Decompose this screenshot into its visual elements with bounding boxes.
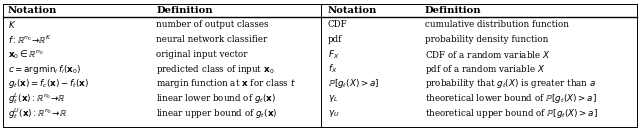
Text: $c=\mathrm{argmin}_i\,f_i(\mathbf{x}_0)$: $c=\mathrm{argmin}_i\,f_i(\mathbf{x}_0)$ [8,63,81,76]
Text: $\gamma_L$: $\gamma_L$ [328,93,338,104]
Text: CDF of a random variable $X$: CDF of a random variable $X$ [425,49,550,60]
Text: $\mathbf{x}_0\in\mathbb{R}^{n_0}$: $\mathbf{x}_0\in\mathbb{R}^{n_0}$ [8,48,44,61]
Text: probability density function: probability density function [425,35,548,44]
Text: Definition: Definition [425,6,481,15]
Text: $f:\mathbb{R}^{n_0}\!\rightarrow\!\mathbb{R}^K$: $f:\mathbb{R}^{n_0}\!\rightarrow\!\mathb… [8,33,52,46]
Text: theoretical lower bound of $\mathbb{P}[g_t(X)>a]$: theoretical lower bound of $\mathbb{P}[g… [425,92,596,105]
Text: pdf of a random variable $X$: pdf of a random variable $X$ [425,63,545,76]
Text: cumulative distribution function: cumulative distribution function [425,20,569,30]
Text: CDF: CDF [328,20,348,30]
Text: probability that $g_t(X)$ is greater than $a$: probability that $g_t(X)$ is greater tha… [425,77,596,90]
Text: Definition: Definition [156,6,212,15]
Text: predicted class of input $\mathbf{x}_0$: predicted class of input $\mathbf{x}_0$ [156,63,275,76]
Text: theoretical upper bound of $\mathbb{P}[g_t(X)>a]$: theoretical upper bound of $\mathbb{P}[g… [425,107,598,120]
Text: $\mathbb{P}[g_t(X)>a]$: $\mathbb{P}[g_t(X)>a]$ [328,77,379,90]
Text: margin function at $\mathbf{x}$ for class $t$: margin function at $\mathbf{x}$ for clas… [156,77,296,90]
Text: $K$: $K$ [8,20,16,30]
Text: original input vector: original input vector [156,50,248,59]
Text: Notation: Notation [8,6,57,15]
Text: pdf: pdf [328,35,342,44]
Text: number of output classes: number of output classes [156,20,269,30]
Text: $g_t^U(\mathbf{x}):\mathbb{R}^{n_0}\!\rightarrow\!\mathbb{R}$: $g_t^U(\mathbf{x}):\mathbb{R}^{n_0}\!\ri… [8,106,67,121]
Text: neural network classifier: neural network classifier [156,35,268,44]
Text: $F_X$: $F_X$ [328,48,339,61]
Text: $\gamma_U$: $\gamma_U$ [328,108,339,119]
Text: $f_X$: $f_X$ [328,63,337,75]
Text: $g_t^L(\mathbf{x}):\mathbb{R}^{n_0}\!\rightarrow\!\mathbb{R}$: $g_t^L(\mathbf{x}):\mathbb{R}^{n_0}\!\ri… [8,91,66,106]
Text: linear lower bound of $g_t(\mathbf{x})$: linear lower bound of $g_t(\mathbf{x})$ [156,92,276,105]
Text: $g_t(\mathbf{x})=f_c(\mathbf{x})-f_t(\mathbf{x})$: $g_t(\mathbf{x})=f_c(\mathbf{x})-f_t(\ma… [8,77,88,90]
Text: Notation: Notation [328,6,377,15]
Text: linear upper bound of $g_t(\mathbf{x})$: linear upper bound of $g_t(\mathbf{x})$ [156,107,278,120]
